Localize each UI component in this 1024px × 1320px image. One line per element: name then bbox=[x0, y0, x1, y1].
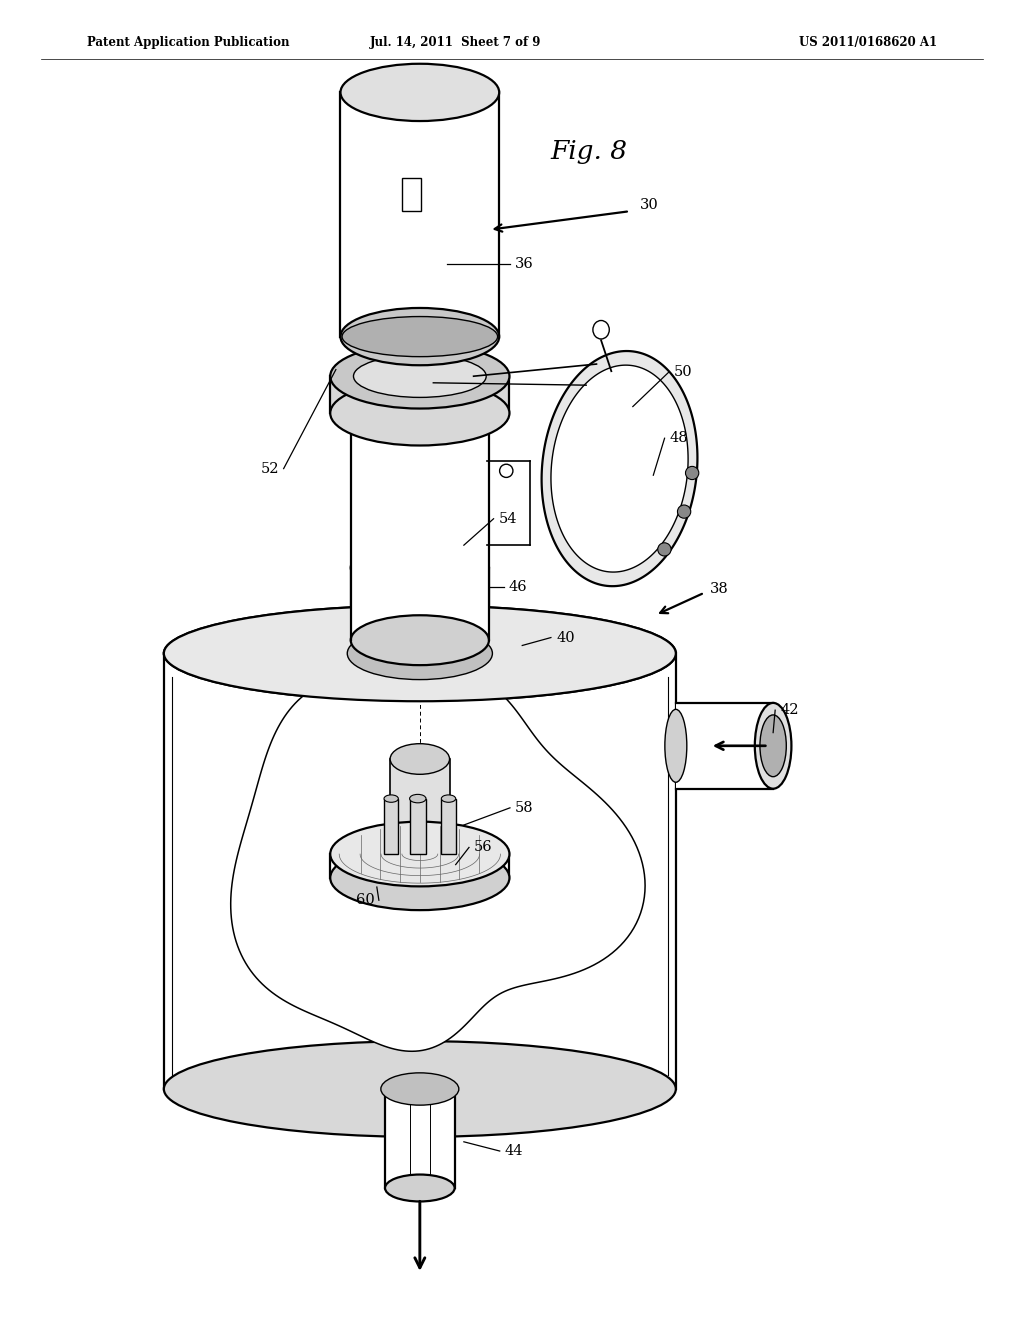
Text: 48: 48 bbox=[670, 432, 688, 445]
Text: US 2011/0168620 A1: US 2011/0168620 A1 bbox=[799, 36, 937, 49]
Polygon shape bbox=[230, 672, 645, 1051]
Text: 38: 38 bbox=[710, 582, 728, 595]
Ellipse shape bbox=[347, 627, 493, 680]
Text: 52: 52 bbox=[261, 462, 280, 475]
Ellipse shape bbox=[657, 543, 671, 556]
Text: Fig. 8: Fig. 8 bbox=[550, 139, 628, 164]
Ellipse shape bbox=[665, 709, 687, 783]
Text: 58: 58 bbox=[515, 801, 534, 814]
Text: 44: 44 bbox=[505, 1144, 523, 1158]
Ellipse shape bbox=[390, 743, 450, 775]
Ellipse shape bbox=[678, 506, 691, 519]
Text: 36: 36 bbox=[515, 257, 534, 271]
Polygon shape bbox=[542, 351, 697, 586]
Text: 42: 42 bbox=[780, 704, 799, 717]
Text: 46: 46 bbox=[509, 581, 527, 594]
Bar bbox=[402, 178, 421, 211]
Ellipse shape bbox=[330, 845, 509, 911]
Ellipse shape bbox=[381, 1073, 459, 1105]
Ellipse shape bbox=[441, 795, 456, 803]
Bar bbox=[350, 568, 489, 673]
Bar bbox=[164, 653, 676, 1089]
Ellipse shape bbox=[164, 1041, 676, 1137]
Ellipse shape bbox=[385, 1175, 455, 1201]
Bar bbox=[441, 799, 456, 854]
Ellipse shape bbox=[342, 317, 498, 356]
Ellipse shape bbox=[330, 821, 509, 887]
Ellipse shape bbox=[164, 606, 676, 701]
Text: 54: 54 bbox=[499, 512, 517, 525]
Ellipse shape bbox=[390, 838, 450, 870]
Bar bbox=[384, 799, 398, 854]
Ellipse shape bbox=[330, 345, 509, 409]
Bar bbox=[385, 1089, 455, 1188]
Bar bbox=[330, 376, 510, 413]
Ellipse shape bbox=[410, 795, 426, 803]
Text: Patent Application Publication: Patent Application Publication bbox=[87, 36, 290, 49]
Ellipse shape bbox=[340, 308, 500, 366]
Ellipse shape bbox=[755, 702, 792, 788]
Ellipse shape bbox=[500, 465, 513, 478]
Ellipse shape bbox=[350, 615, 489, 665]
Bar bbox=[676, 704, 773, 789]
Text: 40: 40 bbox=[556, 631, 574, 644]
Ellipse shape bbox=[593, 321, 609, 339]
Bar bbox=[390, 759, 450, 854]
Ellipse shape bbox=[340, 63, 500, 121]
Text: Jul. 14, 2011  Sheet 7 of 9: Jul. 14, 2011 Sheet 7 of 9 bbox=[370, 36, 542, 49]
Ellipse shape bbox=[164, 606, 676, 701]
Ellipse shape bbox=[350, 648, 489, 698]
Text: 50: 50 bbox=[674, 366, 692, 379]
Ellipse shape bbox=[330, 381, 509, 446]
Bar bbox=[340, 92, 499, 337]
Ellipse shape bbox=[685, 466, 698, 479]
Bar bbox=[410, 799, 426, 854]
Bar bbox=[350, 376, 489, 640]
Polygon shape bbox=[551, 366, 688, 572]
Ellipse shape bbox=[353, 355, 486, 397]
Ellipse shape bbox=[350, 543, 489, 593]
Text: 30: 30 bbox=[640, 198, 658, 211]
Text: 60: 60 bbox=[356, 894, 375, 907]
Ellipse shape bbox=[384, 795, 398, 803]
Ellipse shape bbox=[760, 715, 786, 776]
Text: 56: 56 bbox=[474, 841, 493, 854]
